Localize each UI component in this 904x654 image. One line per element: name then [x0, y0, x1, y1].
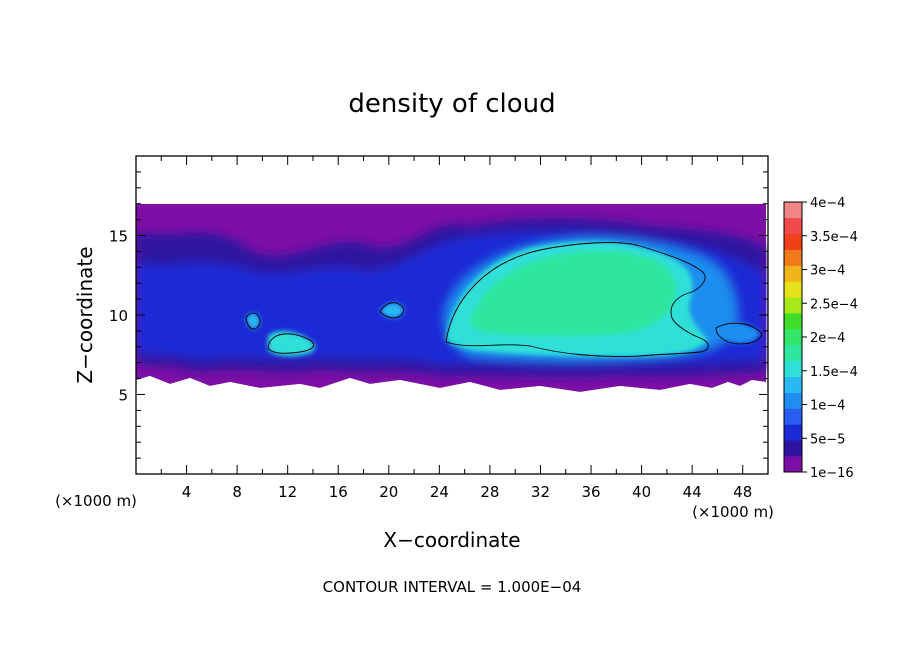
- colorbar-swatch: [784, 344, 802, 362]
- colorbar-label: 1e−16: [810, 466, 854, 481]
- colorbar-swatch: [784, 217, 802, 235]
- density-field: [136, 204, 766, 474]
- colorbar-swatch: [784, 424, 802, 441]
- left-eddy-contour: [245, 312, 261, 330]
- y-axis-ticks: 5 10 15: [109, 171, 768, 459]
- y-axis-label: Z−coordinate: [73, 246, 97, 383]
- x-tick-label: 36: [581, 483, 600, 501]
- mid-eddy-contour: [379, 302, 405, 319]
- colorbar-swatch: [784, 392, 802, 409]
- x-tick-label: 32: [531, 483, 550, 501]
- main-cell-contour: [445, 242, 709, 357]
- main-cell-core: [469, 250, 677, 337]
- colorbar-label: 3e−4: [810, 264, 845, 279]
- colorbar-swatch: [784, 360, 802, 378]
- colorbar-swatch: [784, 297, 802, 314]
- right-eddy: [715, 322, 760, 344]
- colorbar-label: 1.5e−4: [810, 365, 858, 380]
- colorbar-label: 4e−4: [810, 196, 845, 211]
- x-axis-unit-right: (×1000 m): [692, 503, 774, 521]
- x-tick-label: 20: [379, 483, 398, 501]
- y-tick-label: 10: [109, 307, 128, 325]
- chart-title: density of cloud: [348, 89, 555, 119]
- colorbar-swatch: [784, 376, 802, 393]
- small-cell-contour: [267, 333, 314, 354]
- colorbar: 1e−16 5e−5 1e−4 1.5e−4 2e−4 2.5e−4 3e−4 3.5e−4 4…: [783, 196, 858, 481]
- colorbar-swatch: [784, 281, 802, 298]
- colorbar-swatch: [784, 313, 802, 330]
- colorbar-swatch: [784, 202, 802, 219]
- x-tick-label: 4: [182, 483, 192, 501]
- y-tick-label: 5: [118, 387, 128, 405]
- x-tick-label: 12: [278, 483, 297, 501]
- right-eddy-contour: [715, 322, 763, 345]
- x-tick-label: 28: [480, 483, 499, 501]
- mid-eddy: [380, 302, 404, 318]
- x-tick-label: 16: [329, 483, 348, 501]
- x-tick-label: 8: [232, 483, 242, 501]
- x-tick-label: 48: [733, 483, 752, 501]
- colorbar-label: 5e−5: [810, 432, 845, 447]
- colorbar-label: 2e−4: [810, 331, 845, 346]
- colorbar-swatch: [784, 249, 802, 266]
- x-axis-unit-left: (×1000 m): [55, 492, 137, 510]
- x-tick-label: 24: [430, 483, 449, 501]
- colorbar-label: 1e−4: [810, 399, 845, 414]
- x-tick-label: 44: [683, 483, 702, 501]
- colorbar-swatch: [784, 233, 802, 250]
- cloud-base-mask: [136, 376, 766, 474]
- x-axis-ticks: 4 8 12 16 20 24 28 32 36 40 44 48: [160, 156, 752, 501]
- colorbar-swatch: [784, 329, 802, 346]
- left-eddy: [246, 313, 260, 330]
- x-axis-label: X−coordinate: [383, 528, 520, 552]
- x-tick-label: 40: [632, 483, 651, 501]
- colorbar-swatch: [784, 408, 802, 425]
- colorbar-swatch: [784, 440, 802, 457]
- colorbar-swatch: [784, 265, 802, 282]
- contour-lines: [245, 242, 763, 357]
- colorbar-label: 3.5e−4: [810, 230, 858, 245]
- contour-interval-note: CONTOUR INTERVAL = 1.000E−04: [323, 578, 582, 596]
- colorbar-swatch: [784, 456, 802, 473]
- y-tick-label: 15: [109, 228, 128, 246]
- colorbar-label: 2.5e−4: [810, 297, 858, 312]
